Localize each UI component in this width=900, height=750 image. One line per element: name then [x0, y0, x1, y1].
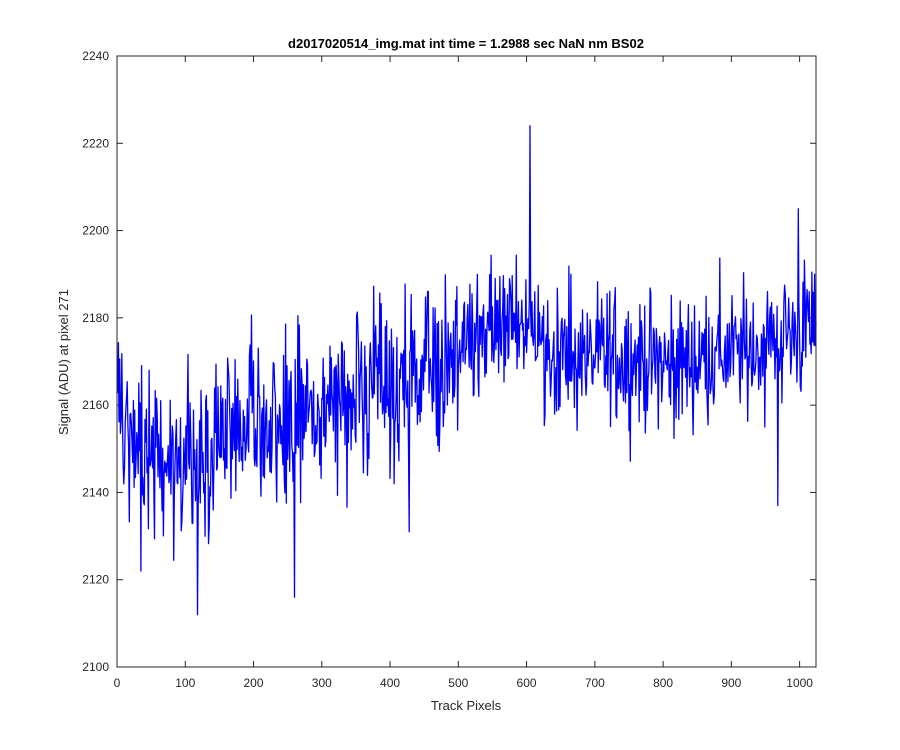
y-axis-label: Signal (ADU) at pixel 271: [56, 289, 71, 435]
y-tick-label: 2240: [82, 49, 109, 63]
x-tick-label: 700: [585, 676, 605, 690]
x-tick-label: 600: [517, 676, 537, 690]
y-tick-label: 2140: [82, 485, 109, 499]
ticks-layer: 0 100 200 300 400 500 600 700 800 900 1000 2100 2120…: [82, 49, 816, 690]
y-tick-label: 2180: [82, 311, 109, 325]
y-tick-label: 2160: [82, 398, 109, 412]
y-tick-label: 2120: [82, 573, 109, 587]
axes-box: [116, 55, 817, 668]
x-tick-label: 1000: [786, 676, 813, 690]
y-tick-label: 2200: [82, 224, 109, 238]
x-tick-label: 100: [175, 676, 195, 690]
x-tick-label: 900: [721, 676, 741, 690]
x-axis-label: Track Pixels: [431, 698, 502, 713]
series-1-line: [117, 125, 817, 616]
y-tick-label: 2220: [82, 136, 109, 150]
x-tick-label: 0: [114, 676, 121, 690]
y-tick-label: 2100: [82, 660, 109, 674]
x-tick-label: 800: [653, 676, 673, 690]
x-tick-label: 500: [448, 676, 468, 690]
x-tick-label: 300: [312, 676, 332, 690]
x-tick-label: 400: [380, 676, 400, 690]
x-tick-label: 200: [244, 676, 264, 690]
chart-title: d2017020514_img.mat int time = 1.2988 se…: [288, 36, 644, 51]
